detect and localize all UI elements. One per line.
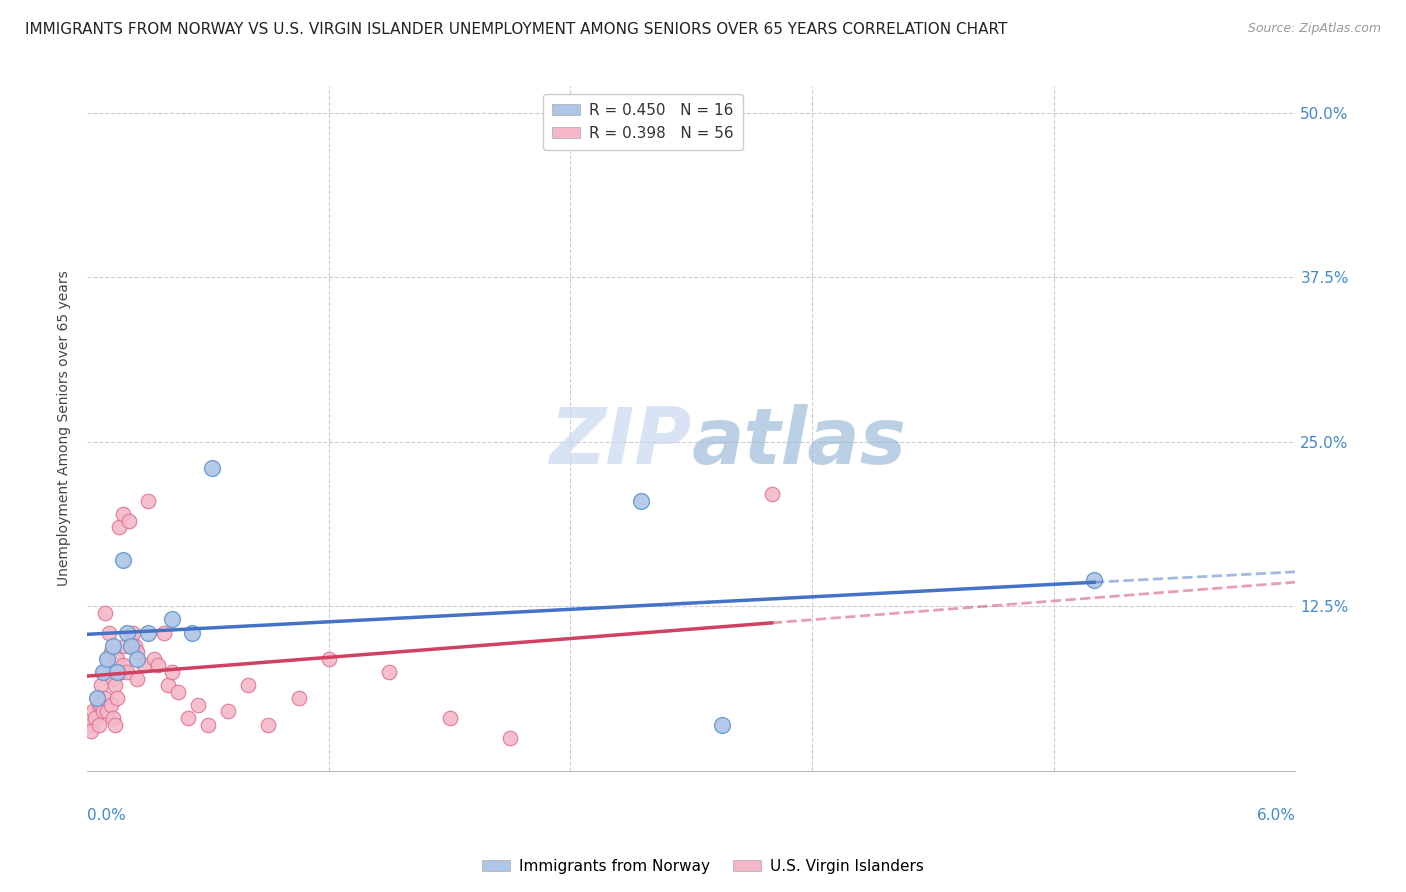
Point (238, 678, 260, 692)
Point (82, 705, 104, 719)
Text: 6.0%: 6.0% (1257, 808, 1295, 823)
Point (110, 665, 132, 679)
Point (90, 678, 112, 692)
Text: 0.0%: 0.0% (87, 808, 127, 823)
Point (90, 698, 112, 712)
Point (177, 711, 200, 725)
Point (117, 665, 139, 679)
Point (91, 665, 114, 679)
Point (117, 625, 139, 640)
Point (103, 711, 125, 725)
Point (136, 625, 159, 640)
Point (100, 698, 122, 712)
Point (156, 678, 179, 692)
Point (105, 652, 128, 666)
Point (127, 645, 149, 659)
Point (132, 658, 155, 673)
Point (127, 652, 149, 666)
Point (96, 652, 118, 666)
Point (197, 717, 219, 731)
Point (201, 461, 224, 475)
Point (120, 632, 142, 646)
Point (217, 705, 239, 719)
Point (118, 514, 141, 528)
Point (160, 665, 183, 679)
Point (710, 717, 733, 731)
Point (112, 658, 135, 673)
Point (180, 625, 202, 640)
Point (80, 724, 103, 739)
Text: ZIP: ZIP (550, 404, 692, 480)
Y-axis label: Unemployment Among Seniors over 65 years: Unemployment Among Seniors over 65 years (58, 270, 72, 586)
Point (761, 487, 783, 501)
Point (287, 691, 309, 706)
Point (318, 652, 340, 666)
Point (166, 684, 188, 698)
Point (94, 606, 117, 620)
Text: IMMIGRANTS FROM NORWAY VS U.S. VIRGIN ISLANDER UNEMPLOYMENT AMONG SENIORS OVER 6: IMMIGRANTS FROM NORWAY VS U.S. VIRGIN IS… (25, 22, 1008, 37)
Point (91, 665, 114, 679)
Point (127, 672, 149, 686)
Point (499, 731, 522, 745)
Point (104, 678, 127, 692)
Point (86, 691, 108, 706)
Text: atlas: atlas (692, 404, 907, 480)
Legend: Immigrants from Norway, U.S. Virgin Islanders: Immigrants from Norway, U.S. Virgin Isla… (477, 853, 929, 880)
Point (187, 698, 209, 712)
Point (114, 639, 136, 653)
Point (439, 711, 461, 725)
Point (105, 665, 128, 679)
Point (136, 494, 159, 508)
Point (112, 507, 135, 521)
Point (103, 639, 125, 653)
Point (160, 612, 183, 626)
Point (152, 625, 174, 640)
Point (120, 639, 142, 653)
Point (630, 494, 652, 508)
Point (104, 717, 127, 731)
Point (96, 652, 118, 666)
Point (89, 717, 111, 731)
Point (77, 717, 100, 731)
Point (84, 711, 107, 725)
Point (96, 705, 118, 719)
Point (98, 625, 121, 640)
Point (100, 645, 122, 659)
Point (142, 652, 165, 666)
Point (89, 698, 111, 712)
Point (86, 691, 108, 706)
Text: Source: ZipAtlas.com: Source: ZipAtlas.com (1247, 22, 1381, 36)
Point (257, 717, 280, 731)
Point (105, 691, 128, 706)
Point (91, 705, 114, 719)
Point (108, 520, 131, 534)
Point (1083, 573, 1105, 587)
Point (103, 672, 125, 686)
Point (378, 665, 401, 679)
Point (146, 658, 169, 673)
Point (94, 691, 117, 706)
Point (112, 553, 135, 567)
Legend: R = 0.450   N = 16, R = 0.398   N = 56: R = 0.450 N = 16, R = 0.398 N = 56 (543, 94, 742, 150)
Point (124, 639, 146, 653)
Point (122, 625, 145, 640)
